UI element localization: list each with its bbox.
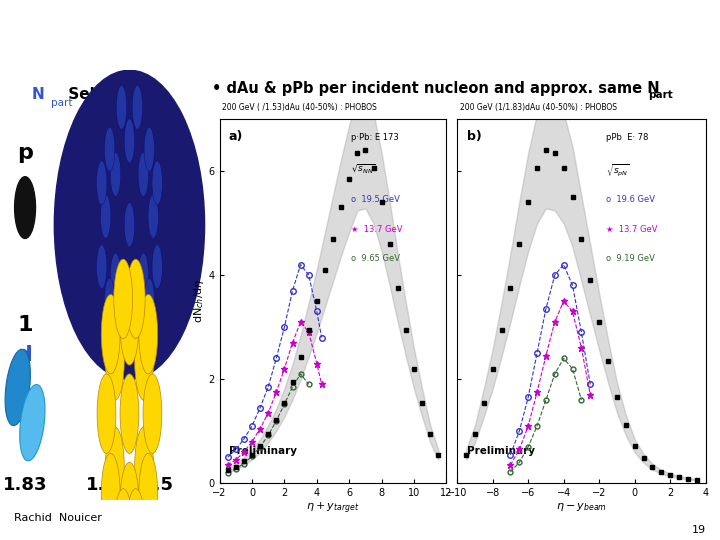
Ellipse shape: [120, 374, 139, 454]
Ellipse shape: [96, 245, 107, 289]
Ellipse shape: [139, 294, 158, 374]
Ellipse shape: [104, 278, 115, 322]
Ellipse shape: [110, 152, 121, 197]
Text: 200 GeV (1/1.83)dAu (40-50%) : PHOBOS: 200 GeV (1/1.83)dAu (40-50%) : PHOBOS: [459, 103, 617, 111]
Ellipse shape: [144, 127, 155, 171]
Ellipse shape: [152, 245, 163, 289]
Ellipse shape: [138, 152, 148, 197]
Ellipse shape: [135, 321, 153, 400]
Ellipse shape: [138, 253, 148, 297]
Text: • dAu & pPb per incident nucleon and approx. same N: • dAu & pPb per incident nucleon and app…: [212, 81, 660, 96]
Ellipse shape: [105, 321, 125, 400]
Ellipse shape: [102, 294, 120, 374]
Text: 200 GeV ( /1.53)dAu (40-50%) : PHOBOS: 200 GeV ( /1.53)dAu (40-50%) : PHOBOS: [222, 103, 377, 111]
Text: Selection:: Selection:: [63, 87, 154, 103]
Ellipse shape: [126, 489, 145, 540]
Text: part: part: [649, 90, 673, 100]
Text: Preliminary: Preliminary: [467, 446, 535, 456]
Text: Rachid  Nouicer: Rachid Nouicer: [14, 512, 102, 523]
Text: p: p: [17, 143, 33, 163]
Ellipse shape: [139, 454, 158, 533]
Ellipse shape: [105, 427, 125, 507]
Ellipse shape: [120, 286, 139, 365]
Ellipse shape: [19, 384, 45, 461]
Text: 3.5: 3.5: [110, 315, 149, 335]
Ellipse shape: [152, 161, 163, 205]
Text: Pb: Pb: [113, 143, 145, 163]
Text: a): a): [229, 130, 243, 143]
Text: p·Pb: E 173: p·Pb: E 173: [351, 133, 399, 143]
X-axis label: $\eta+y_{target}$: $\eta+y_{target}$: [306, 501, 360, 516]
Ellipse shape: [148, 194, 158, 239]
Ellipse shape: [102, 454, 120, 533]
Text: b): b): [467, 130, 482, 143]
Ellipse shape: [117, 85, 127, 130]
Text: 19: 19: [691, 525, 706, 535]
Text: Preliminary: Preliminary: [229, 446, 297, 456]
Text: 1.83: 1.83: [3, 476, 48, 494]
Text: d: d: [17, 345, 33, 365]
Text: Au: Au: [113, 345, 146, 365]
Text: $\sqrt{s_{NN}}$: $\sqrt{s_{NN}}$: [351, 163, 376, 175]
Ellipse shape: [14, 177, 35, 239]
Text: N: N: [32, 87, 44, 103]
Text: 1.83x3.5: 1.83x3.5: [86, 476, 174, 494]
Ellipse shape: [135, 427, 153, 507]
Text: o  9.19 GeV: o 9.19 GeV: [606, 254, 655, 262]
Ellipse shape: [120, 462, 139, 540]
Ellipse shape: [97, 374, 116, 454]
Ellipse shape: [117, 320, 127, 364]
Text: $\sqrt{s_{pN}}$: $\sqrt{s_{pN}}$: [606, 163, 630, 179]
Ellipse shape: [104, 127, 115, 171]
Ellipse shape: [143, 374, 162, 454]
Text: • No accident: holds for bigger system such as pPb: • No accident: holds for bigger system s…: [212, 510, 636, 524]
Ellipse shape: [144, 278, 155, 322]
Ellipse shape: [114, 489, 132, 540]
Circle shape: [54, 70, 204, 379]
Ellipse shape: [132, 85, 143, 130]
Text: o  19.5 GeV: o 19.5 GeV: [351, 195, 400, 204]
Ellipse shape: [96, 161, 107, 205]
Ellipse shape: [110, 253, 121, 297]
X-axis label: $\eta-y_{beam}$: $\eta-y_{beam}$: [556, 501, 607, 513]
Text: part: part: [51, 98, 73, 108]
Text: ★  13.7 GeV: ★ 13.7 GeV: [351, 225, 402, 233]
Y-axis label: dN$_{ch}$/d$\eta$: dN$_{ch}$/d$\eta$: [192, 279, 206, 323]
Ellipse shape: [100, 194, 111, 239]
Text: o  19.6 GeV: o 19.6 GeV: [606, 195, 655, 204]
Ellipse shape: [125, 119, 135, 163]
Text: ★  13.7 GeV: ★ 13.7 GeV: [606, 225, 658, 233]
Ellipse shape: [125, 202, 135, 247]
Text: o  9.65 GeV: o 9.65 GeV: [351, 254, 400, 262]
Ellipse shape: [114, 259, 132, 339]
Ellipse shape: [5, 349, 30, 426]
Ellipse shape: [125, 287, 135, 330]
Text: Limiting Fragmentation in d·Au and p·Pb Data: Limiting Fragmentation in d·Au and p·Pb …: [71, 31, 649, 51]
Text: pPb  E· 78: pPb E· 78: [606, 133, 649, 143]
Ellipse shape: [132, 320, 143, 364]
Text: 1: 1: [17, 315, 33, 335]
Ellipse shape: [126, 259, 145, 339]
